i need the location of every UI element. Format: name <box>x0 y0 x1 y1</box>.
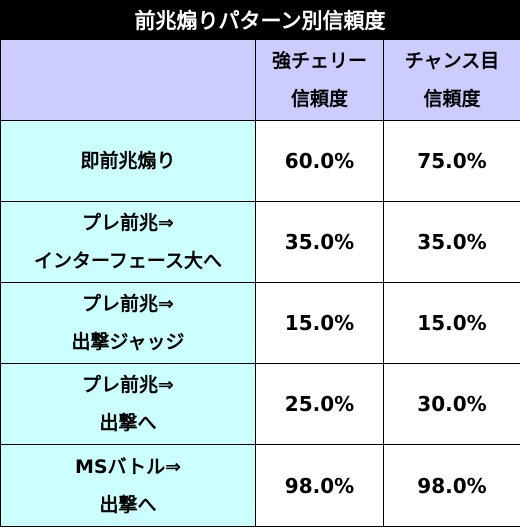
table-row: 即前兆煽り 60.0% 75.0% <box>1 121 520 202</box>
header-cherry-line1: 強チェリー <box>256 42 383 80</box>
row-label-line1: 即前兆煽り <box>1 142 255 180</box>
header-chance: チャンス目 信頼度 <box>384 40 520 121</box>
header-corner-cell <box>1 40 256 121</box>
row-label-line1: プレ前兆⇒ <box>1 366 255 404</box>
row-label-line2: 出撃へ <box>1 404 255 442</box>
cherry-value: 25.0% <box>256 364 384 445</box>
table-title: 前兆煽りパターン別信頼度 <box>0 0 520 39</box>
header-chance-line2: 信頼度 <box>384 80 520 118</box>
row-label-line1: MSバトル⇒ <box>1 448 255 486</box>
header-cherry-line2: 信頼度 <box>256 80 383 118</box>
cherry-value: 60.0% <box>256 121 384 202</box>
table-row: プレ前兆⇒ 出撃へ 25.0% 30.0% <box>1 364 520 445</box>
table-row: プレ前兆⇒ インターフェース大へ 35.0% 35.0% <box>1 202 520 283</box>
row-label: プレ前兆⇒ 出撃へ <box>1 364 256 445</box>
reliability-table: 強チェリー 信頼度 チャンス目 信頼度 即前兆煽り 60.0% 75.0% プレ… <box>0 39 520 527</box>
table-row: プレ前兆⇒ 出撃ジャッジ 15.0% 15.0% <box>1 283 520 364</box>
chance-value: 98.0% <box>384 445 520 527</box>
chance-value: 30.0% <box>384 364 520 445</box>
header-cherry: 強チェリー 信頼度 <box>256 40 384 121</box>
row-label: MSバトル⇒ 出撃へ <box>1 445 256 527</box>
row-label: プレ前兆⇒ 出撃ジャッジ <box>1 283 256 364</box>
row-label-line2: インターフェース大へ <box>1 242 255 280</box>
row-label: 即前兆煽り <box>1 121 256 202</box>
table-row: MSバトル⇒ 出撃へ 98.0% 98.0% <box>1 445 520 527</box>
chance-value: 75.0% <box>384 121 520 202</box>
chance-value: 35.0% <box>384 202 520 283</box>
row-label-line2: 出撃へ <box>1 486 255 524</box>
cherry-value: 98.0% <box>256 445 384 527</box>
cherry-value: 35.0% <box>256 202 384 283</box>
row-label-line1: プレ前兆⇒ <box>1 204 255 242</box>
row-label: プレ前兆⇒ インターフェース大へ <box>1 202 256 283</box>
header-chance-line1: チャンス目 <box>384 42 520 80</box>
cherry-value: 15.0% <box>256 283 384 364</box>
row-label-line2: 出撃ジャッジ <box>1 323 255 361</box>
row-label-line1: プレ前兆⇒ <box>1 285 255 323</box>
header-row: 強チェリー 信頼度 チャンス目 信頼度 <box>1 40 520 121</box>
chance-value: 15.0% <box>384 283 520 364</box>
